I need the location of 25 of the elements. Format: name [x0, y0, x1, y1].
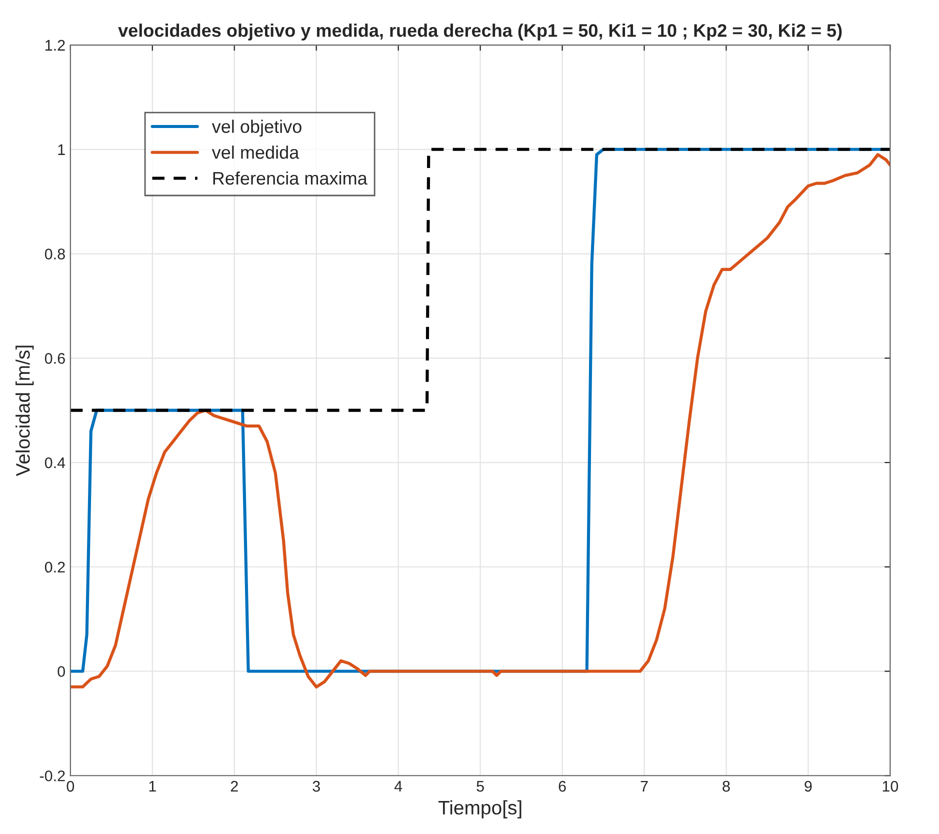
y-tick-label: 0.8 [44, 248, 65, 260]
x-tick-label: 10 [882, 780, 898, 792]
y-tick-label: -0.2 [40, 770, 65, 782]
x-tick-label: 4 [394, 781, 402, 792]
x-tick-label: 2 [230, 780, 238, 792]
x-tick-label: 6 [558, 780, 566, 792]
x-tick-label: 9 [804, 780, 812, 792]
legend-label: Referencia maxima [213, 171, 368, 185]
legend-label: vel medida [212, 146, 300, 159]
x-tick-label: 1 [149, 781, 156, 792]
y-tick-label: 1 [58, 144, 65, 155]
y-tick-label: 0 [58, 666, 65, 677]
y-tick-label: 0.2 [44, 562, 65, 573]
x-tick-label: 5 [476, 781, 484, 792]
x-tick-label: 3 [312, 780, 320, 792]
x-axis-title: Tiempo[s] [438, 800, 522, 818]
y-tick-label: 0.4 [44, 457, 66, 468]
legend-label: vel objetivo [212, 120, 302, 137]
x-tick-label: 8 [722, 780, 730, 792]
y-tick-label: 0.6 [44, 353, 65, 364]
y-axis-title: Velocidad [m/s] [16, 346, 34, 476]
x-tick-label: 0 [66, 780, 74, 792]
x-tick-label: 7 [640, 781, 648, 792]
chart-title: velocidades objetivo y medida, rueda derecha (Kp1 = 50, Ki1 = 10 ; Kp2 = 30, Ki2 = 5) [118, 24, 842, 40]
y-tick-label: 1.2 [45, 40, 65, 51]
